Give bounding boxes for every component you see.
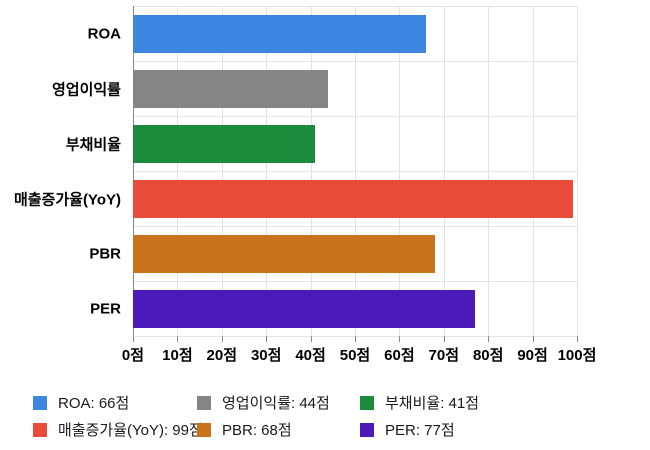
x-tick-mark (177, 336, 179, 342)
vertical-gridline (577, 6, 578, 336)
x-tick-mark (355, 336, 356, 342)
x-tick-label: 80점 (472, 347, 504, 364)
x-tick-mark (399, 336, 401, 342)
legend-label: PER: 77점 (385, 422, 455, 439)
legend-label: 영업이익률: 44점 (222, 395, 330, 412)
x-tick-mark (488, 336, 490, 342)
legend-swatch (360, 422, 374, 437)
legend-item[interactable]: 매출증가율(YoY): 99점 (33, 419, 203, 440)
vertical-gridline (266, 6, 268, 336)
legend-swatch (360, 395, 374, 410)
x-tick-label: 30점 (250, 347, 282, 364)
category-label: 매출증가율(YoY) (13, 191, 121, 208)
x-tick-mark (443, 336, 445, 342)
x-tick-mark (577, 336, 578, 342)
vertical-gridline (355, 6, 356, 336)
category-label: PBR (89, 245, 121, 262)
legend-item[interactable]: PER: 77점 (360, 419, 600, 440)
bar-부채비율[interactable] (133, 124, 316, 163)
legend-item[interactable]: 부채비율: 41점 (360, 392, 600, 413)
x-tick-label: 0점 (121, 347, 145, 364)
x-tick-mark (310, 336, 312, 342)
x-tick-label: 100점 (557, 347, 597, 364)
category-label: 영업이익률 (51, 81, 121, 98)
vertical-gridline (443, 6, 445, 336)
legend-swatch (197, 395, 211, 410)
x-tick-label: 20점 (206, 347, 238, 364)
category-label: 부채비율 (65, 136, 121, 153)
x-tick-label: 90점 (517, 347, 548, 364)
x-tick-label: 50점 (339, 347, 371, 364)
y-axis-line (133, 6, 134, 336)
vertical-gridline (399, 6, 401, 336)
legend-item[interactable]: PBR: 68점 (197, 419, 360, 440)
legend-label: 매출증가율(YoY): 99점 (58, 422, 203, 439)
legend-label: 부채비율: 41점 (385, 395, 480, 412)
bar-ROA[interactable] (133, 14, 427, 53)
plot-area (133, 6, 578, 337)
vertical-gridline (532, 6, 534, 336)
category-label: PER (90, 300, 121, 317)
legend-swatch (197, 422, 211, 437)
x-tick-mark (221, 336, 223, 342)
x-tick-label: 10점 (162, 347, 193, 364)
vertical-gridline (221, 6, 223, 336)
bar-영업이익률[interactable] (133, 69, 329, 108)
x-tick-label: 70점 (428, 347, 460, 364)
vertical-gridline (177, 6, 179, 336)
legend-swatch (33, 422, 47, 437)
bar-PBR[interactable] (133, 234, 435, 273)
legend-label: PBR: 68점 (222, 422, 292, 439)
x-tick-mark (532, 336, 534, 342)
x-tick-label: 60점 (384, 347, 415, 364)
bar-매출증가율(YoY)[interactable] (133, 179, 573, 218)
x-tick-label: 40점 (295, 347, 326, 364)
legend-item[interactable]: ROA: 66점 (33, 392, 197, 413)
legend-item[interactable]: 영업이익률: 44점 (197, 392, 360, 413)
category-label: ROA (87, 25, 121, 42)
vertical-gridline (488, 6, 490, 336)
vertical-gridline (310, 6, 312, 336)
legend-swatch (33, 395, 47, 410)
bar-PER[interactable] (133, 289, 475, 328)
legend-label: ROA: 66점 (58, 395, 130, 412)
x-axis: 0점 10점 20점 30점 40점 50점 60점 70점 80점 90점 100점 (122, 336, 596, 366)
x-tick-mark (133, 336, 134, 342)
x-tick-mark (266, 336, 268, 342)
